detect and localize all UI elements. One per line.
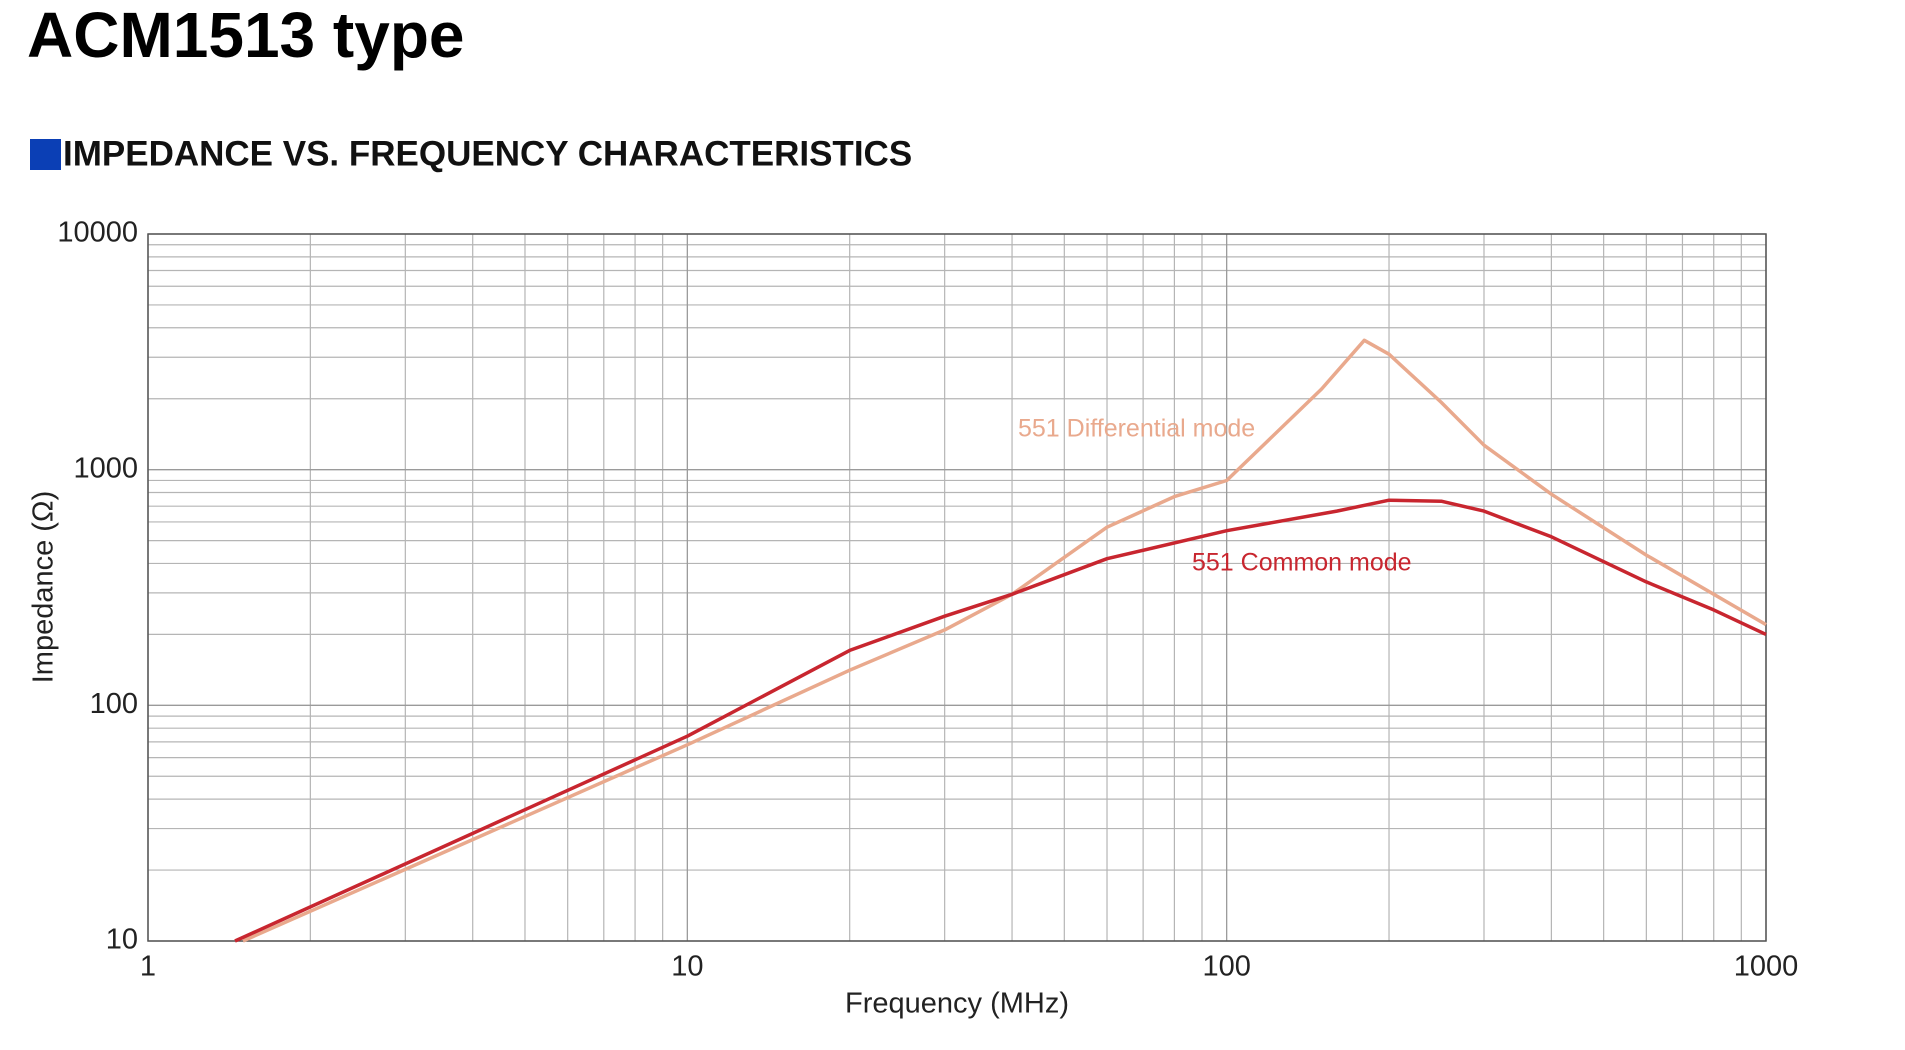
x-tick-label: 1000 [1734,951,1799,983]
section-title: IMPEDANCE VS. FREQUENCY CHARACTERISTICS [63,134,912,173]
y-axis-title: Impedance (Ω) [28,491,60,684]
series-label: 551 Common mode [1192,549,1412,577]
y-tick-label: 100 [90,688,138,720]
section-marker [30,139,61,170]
x-axis-title: Frequency (MHz) [845,988,1069,1020]
x-tick-label: 10 [671,951,703,983]
series-label: 551 Differential mode [1018,415,1255,443]
x-tick-label: 100 [1202,951,1250,983]
plot-frame [147,233,1767,942]
series-line [242,338,1767,943]
y-tick-label: 1000 [73,452,138,484]
page-title: ACM1513 type [27,0,465,71]
series-line [234,498,1767,943]
y-tick-label: 10 [106,924,138,956]
y-tick-label: 10000 [57,217,138,249]
x-tick-label: 1 [140,951,156,983]
